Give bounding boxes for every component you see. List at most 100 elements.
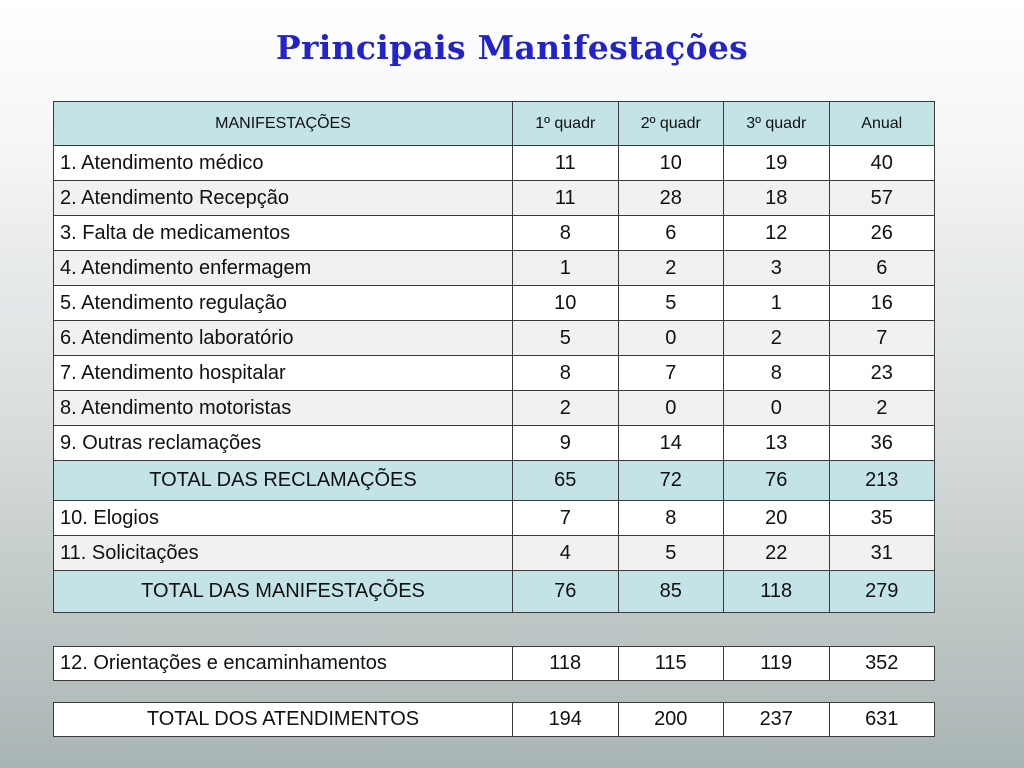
cell-q1: 8 xyxy=(512,355,619,391)
total-manifestacoes-row: TOTAL DAS MANIFESTAÇÕES 76 85 118 279 xyxy=(53,570,935,613)
total-label: TOTAL DAS RECLAMAÇÕES xyxy=(53,460,513,501)
table-row: 12. Orientações e encaminhamentos 118 11… xyxy=(53,646,935,681)
row-label: 1. Atendimento médico xyxy=(53,145,513,181)
table-row: 5. Atendimento regulação 10 5 1 16 xyxy=(53,285,935,321)
total-atendimentos-row: TOTAL DOS ATENDIMENTOS 194 200 237 631 xyxy=(53,702,935,737)
cell-q2: 5 xyxy=(617,535,724,571)
table-row: 4. Atendimento enfermagem 1 2 3 6 xyxy=(53,250,935,286)
table-row: 1. Atendimento médico 11 10 19 40 xyxy=(53,145,935,181)
table-row: 8. Atendimento motoristas 2 0 0 2 xyxy=(53,390,935,426)
cell-q3: 2 xyxy=(723,320,830,356)
table-row: 10. Elogios 7 8 20 35 xyxy=(53,500,935,536)
table-row: 3. Falta de medicamentos 8 6 12 26 xyxy=(53,215,935,251)
cell-q3: 0 xyxy=(723,390,830,426)
row-label: 9. Outras reclamações xyxy=(53,425,513,461)
row-label: 4. Atendimento enfermagem xyxy=(53,250,513,286)
cell-q1: 10 xyxy=(512,285,619,321)
cell-anual: 6 xyxy=(828,250,935,286)
total-anual: 279 xyxy=(828,570,935,613)
cell-q3: 18 xyxy=(723,180,830,216)
header-manifestacoes: MANIFESTAÇÕES xyxy=(53,101,513,146)
cell-q3: 19 xyxy=(723,145,830,181)
total-q2: 200 xyxy=(617,702,724,737)
cell-q1: 11 xyxy=(512,145,619,181)
table-row: 9. Outras reclamações 9 14 13 36 xyxy=(53,425,935,461)
cell-q1: 4 xyxy=(512,535,619,571)
cell-anual: 26 xyxy=(828,215,935,251)
cell-q2: 0 xyxy=(617,390,724,426)
cell-q3: 12 xyxy=(723,215,830,251)
cell-q1: 11 xyxy=(512,180,619,216)
cell-q2: 14 xyxy=(617,425,724,461)
cell-anual: 16 xyxy=(828,285,935,321)
row-label: 10. Elogios xyxy=(53,500,513,536)
cell-anual: 7 xyxy=(828,320,935,356)
cell-q2: 7 xyxy=(617,355,724,391)
table-row: 2. Atendimento Recepção 11 28 18 57 xyxy=(53,180,935,216)
cell-q3: 8 xyxy=(723,355,830,391)
table-row: 7. Atendimento hospitalar 8 7 8 23 xyxy=(53,355,935,391)
cell-q2: 10 xyxy=(617,145,724,181)
orientacoes-table: 12. Orientações e encaminhamentos 118 11… xyxy=(53,646,935,681)
cell-anual: 35 xyxy=(828,500,935,536)
cell-q2: 8 xyxy=(617,500,724,536)
cell-q1: 118 xyxy=(512,646,619,681)
total-label: TOTAL DOS ATENDIMENTOS xyxy=(53,702,513,737)
cell-q2: 115 xyxy=(617,646,724,681)
page-title: Principais Manifestações xyxy=(275,28,749,67)
total-q1: 194 xyxy=(512,702,619,737)
cell-q3: 22 xyxy=(723,535,830,571)
row-label: 6. Atendimento laboratório xyxy=(53,320,513,356)
cell-anual: 23 xyxy=(828,355,935,391)
cell-q1: 8 xyxy=(512,215,619,251)
header-q2: 2º quadr xyxy=(617,101,724,146)
header-anual: Anual xyxy=(828,101,935,146)
cell-anual: 57 xyxy=(828,180,935,216)
total-q1: 65 xyxy=(512,460,619,501)
cell-q1: 9 xyxy=(512,425,619,461)
row-label: 5. Atendimento regulação xyxy=(53,285,513,321)
row-label: 11. Solicitações xyxy=(53,535,513,571)
header-q1: 1º quadr xyxy=(512,101,619,146)
cell-q3: 20 xyxy=(723,500,830,536)
cell-q1: 1 xyxy=(512,250,619,286)
total-q2: 85 xyxy=(617,570,724,613)
cell-q1: 7 xyxy=(512,500,619,536)
row-label: 7. Atendimento hospitalar xyxy=(53,355,513,391)
cell-q3: 1 xyxy=(723,285,830,321)
total-reclamacoes-row: TOTAL DAS RECLAMAÇÕES 65 72 76 213 xyxy=(53,460,935,501)
cell-q3: 3 xyxy=(723,250,830,286)
total-q3: 76 xyxy=(723,460,830,501)
cell-q2: 5 xyxy=(617,285,724,321)
total-anual: 631 xyxy=(828,702,935,737)
total-q2: 72 xyxy=(617,460,724,501)
cell-q2: 6 xyxy=(617,215,724,251)
total-anual: 213 xyxy=(828,460,935,501)
cell-q1: 2 xyxy=(512,390,619,426)
row-label: 3. Falta de medicamentos xyxy=(53,215,513,251)
table-row: 11. Solicitações 4 5 22 31 xyxy=(53,535,935,571)
row-label: 2. Atendimento Recepção xyxy=(53,180,513,216)
table-header-row: MANIFESTAÇÕES 1º quadr 2º quadr 3º quadr… xyxy=(53,101,935,146)
header-q3: 3º quadr xyxy=(723,101,830,146)
cell-q1: 5 xyxy=(512,320,619,356)
cell-anual: 31 xyxy=(828,535,935,571)
manifestacoes-table: MANIFESTAÇÕES 1º quadr 2º quadr 3º quadr… xyxy=(53,101,935,613)
row-label: 12. Orientações e encaminhamentos xyxy=(53,646,513,681)
cell-anual: 2 xyxy=(828,390,935,426)
cell-q2: 0 xyxy=(617,320,724,356)
cell-q3: 13 xyxy=(723,425,830,461)
cell-anual: 36 xyxy=(828,425,935,461)
total-q3: 118 xyxy=(723,570,830,613)
total-label: TOTAL DAS MANIFESTAÇÕES xyxy=(53,570,513,613)
cell-anual: 40 xyxy=(828,145,935,181)
cell-anual: 352 xyxy=(828,646,935,681)
total-q3: 237 xyxy=(723,702,830,737)
row-label: 8. Atendimento motoristas xyxy=(53,390,513,426)
cell-q3: 119 xyxy=(723,646,830,681)
cell-q2: 28 xyxy=(617,180,724,216)
table-row: 6. Atendimento laboratório 5 0 2 7 xyxy=(53,320,935,356)
cell-q2: 2 xyxy=(617,250,724,286)
total-atendimentos-table: TOTAL DOS ATENDIMENTOS 194 200 237 631 xyxy=(53,702,935,737)
total-q1: 76 xyxy=(512,570,619,613)
